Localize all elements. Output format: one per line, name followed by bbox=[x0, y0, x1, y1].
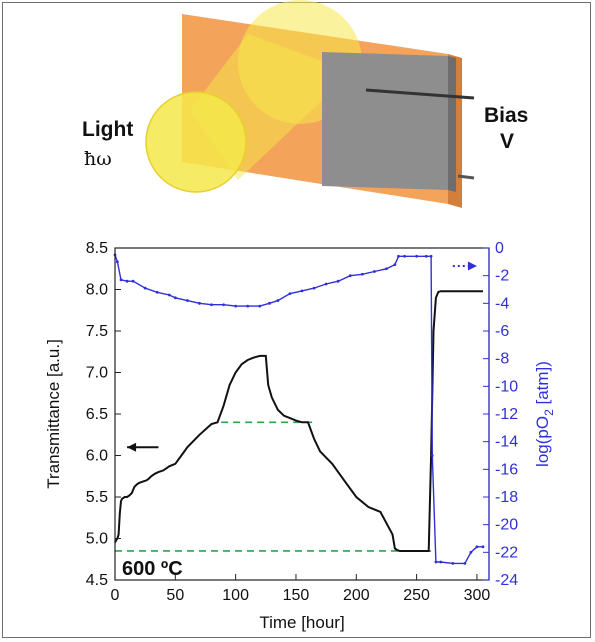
po2-point bbox=[481, 545, 485, 549]
y-tick-label: 7.5 bbox=[86, 323, 108, 340]
y2-tick-label: -20 bbox=[495, 517, 518, 534]
po2-point bbox=[300, 289, 304, 293]
x-tick-label: 200 bbox=[343, 587, 370, 604]
po2-point bbox=[268, 301, 271, 305]
bias-wire-bottom bbox=[457, 174, 475, 180]
x-tick-label: 300 bbox=[464, 587, 491, 604]
po2-point bbox=[312, 286, 316, 290]
y2-tick-label: -4 bbox=[495, 295, 509, 312]
y2-axis-title: log(pO2 [atm]) bbox=[533, 361, 556, 467]
po2-point bbox=[397, 254, 400, 258]
y2-tick-label: -10 bbox=[495, 378, 518, 395]
po2-point bbox=[143, 286, 147, 290]
transmittance-series-line bbox=[114, 290, 483, 552]
y-tick-label: 5.5 bbox=[86, 489, 108, 506]
po2-point bbox=[222, 303, 225, 307]
po2-point bbox=[429, 254, 433, 258]
light-symbol: ħω bbox=[84, 148, 112, 170]
po2-point bbox=[198, 301, 201, 305]
x-tick-label: 150 bbox=[283, 587, 310, 604]
axis-ticks: 0 50 100 150 200 250 300 4.5 5.0 5.5 6.0 6.5 7.0 7.5 8… bbox=[86, 240, 518, 604]
x-tick-label: 250 bbox=[403, 587, 430, 604]
bias-wire-top bbox=[365, 88, 475, 100]
po2-point bbox=[439, 560, 443, 564]
po2-point bbox=[415, 254, 419, 258]
temperature-annotation: 600 ºC bbox=[122, 558, 183, 580]
y-tick-label: 7.0 bbox=[86, 365, 108, 382]
po2-point bbox=[116, 260, 119, 264]
x-tick-label: 100 bbox=[222, 587, 249, 604]
po2-point bbox=[372, 270, 376, 273]
arrow-1-head bbox=[467, 261, 477, 271]
po2-point bbox=[385, 267, 388, 271]
y2-tick-label: -2 bbox=[495, 268, 509, 285]
light-label: Light bbox=[82, 118, 134, 141]
po2-point bbox=[185, 299, 189, 302]
po2-point bbox=[246, 304, 250, 308]
x-axis-title: Time [hour] bbox=[259, 613, 344, 632]
y-tick-label: 6.0 bbox=[86, 448, 108, 465]
po2-point bbox=[276, 299, 280, 302]
y2-tick-label: -8 bbox=[495, 351, 509, 368]
po2-point bbox=[475, 545, 479, 549]
light-beam-spot bbox=[145, 91, 247, 193]
bias-voltage-label: V bbox=[500, 130, 515, 153]
po2-series-line bbox=[114, 254, 483, 565]
electrode-pad-side bbox=[448, 56, 456, 192]
x-tick-label: 0 bbox=[111, 587, 120, 604]
po2-point bbox=[469, 550, 473, 554]
po2-point bbox=[451, 562, 455, 565]
device-schematic bbox=[145, 0, 475, 208]
y2-tick-label: -16 bbox=[495, 461, 518, 478]
po2-point bbox=[258, 304, 262, 308]
y2-tick-label: -12 bbox=[495, 406, 518, 423]
po2-point bbox=[360, 272, 364, 276]
po2-point bbox=[210, 303, 213, 307]
y2-tick-label: -22 bbox=[495, 544, 518, 561]
po2-point bbox=[434, 560, 438, 564]
bias-label: Bias bbox=[484, 104, 529, 127]
po2-point bbox=[430, 454, 434, 457]
y2-tick-label: -24 bbox=[495, 572, 518, 589]
po2-point bbox=[463, 562, 467, 565]
y2-tick-label: 0 bbox=[495, 240, 504, 257]
po2-point bbox=[131, 279, 135, 283]
po2-point bbox=[234, 304, 238, 308]
x-tick-label: 50 bbox=[166, 587, 184, 604]
y2-tick-label: -14 bbox=[495, 434, 518, 451]
po2-point bbox=[348, 274, 352, 278]
po2-point bbox=[125, 279, 129, 283]
plot-lines bbox=[113, 253, 485, 565]
y2-tick-label: -18 bbox=[495, 489, 518, 506]
y-tick-label: 6.5 bbox=[86, 406, 108, 423]
y-tick-label: 8.0 bbox=[86, 282, 108, 299]
po2-point bbox=[167, 293, 171, 297]
y-tick-label: 5.0 bbox=[86, 531, 108, 548]
po2-point bbox=[324, 282, 328, 286]
electrode-pad bbox=[322, 52, 448, 190]
po2-point bbox=[424, 254, 428, 258]
y-tick-label: 4.5 bbox=[86, 572, 108, 589]
y-axis-title: Transmittance [a.u.] bbox=[44, 339, 63, 489]
y2-tick-label: -6 bbox=[495, 323, 509, 340]
po2-point bbox=[288, 292, 292, 296]
po2-point bbox=[336, 279, 340, 283]
po2-point bbox=[119, 278, 123, 282]
po2-point bbox=[173, 296, 177, 300]
po2-point bbox=[155, 290, 159, 294]
po2-point bbox=[403, 254, 406, 258]
po2-point bbox=[393, 263, 397, 266]
y-tick-label: 8.5 bbox=[86, 240, 108, 257]
arrow-0-head bbox=[127, 442, 137, 452]
